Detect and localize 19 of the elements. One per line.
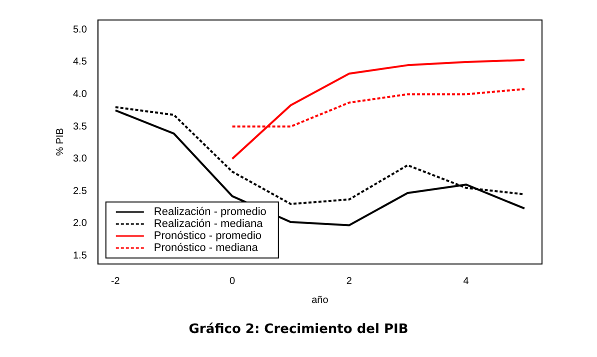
x-tick-label: 0 [230, 276, 236, 287]
y-tick-label: 4.5 [72, 56, 88, 68]
y-tick-label: 4.0 [72, 88, 88, 100]
legend-label: Realización - promedio [154, 206, 266, 218]
y-tick-label: 3.0 [72, 154, 88, 165]
x-tick-label: 4 [463, 276, 470, 287]
text: Gráfico 2: Crecimiento del PIB [188, 322, 410, 337]
y-tick-label: 2.0 [72, 218, 88, 230]
legend-label: Pronóstico - mediana [154, 242, 259, 254]
x-tick-label: -2 [110, 276, 120, 287]
y-tick-label: 2.5 [72, 186, 88, 197]
y-axis-title: % PIB [54, 128, 66, 156]
y-tick-label: 5.0 [72, 24, 88, 36]
x-axis-title: año [312, 294, 329, 306]
y-tick-label: 3.5 [72, 121, 88, 132]
legend-label: Realización - mediana [154, 218, 264, 230]
legend-label: Pronóstico - promedio [154, 230, 262, 242]
y-tick-label: 1.5 [72, 250, 88, 262]
x-tick-label: 2 [346, 276, 352, 287]
